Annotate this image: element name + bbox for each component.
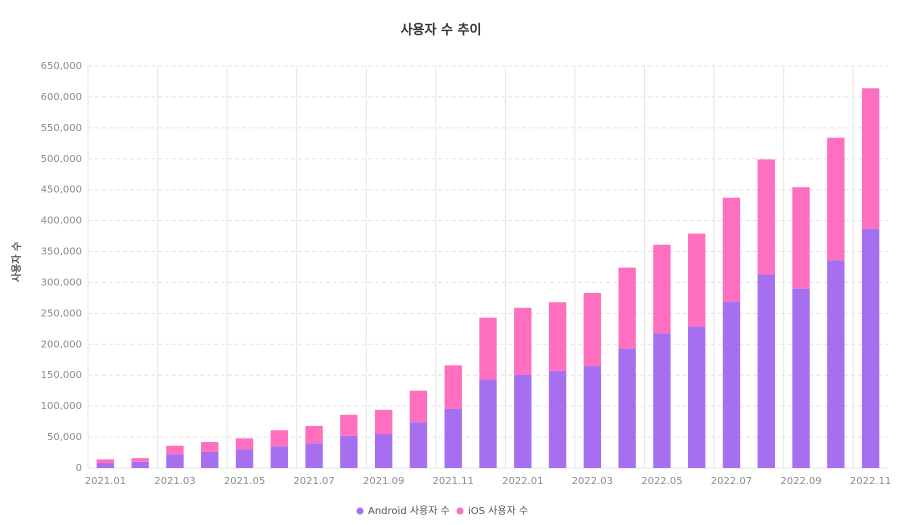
bar-android	[653, 333, 671, 468]
y-tick-label: 100,000	[41, 401, 82, 412]
y-tick-label: 550,000	[41, 123, 82, 134]
bar-ios	[270, 430, 288, 447]
y-tick-label: 150,000	[41, 370, 82, 381]
bar-android	[583, 365, 602, 468]
y-tick-label: 650,000	[41, 61, 82, 72]
bar-android	[827, 260, 845, 468]
axis-layer: 0 50,000 100,000 150,000 200,000 250,000 300,0…	[41, 61, 892, 487]
bar-ios	[131, 458, 149, 462]
bar-ios	[96, 459, 115, 464]
legend-marker-android	[356, 507, 364, 515]
bar-android	[757, 274, 775, 468]
y-axis-label: 사용자 수	[10, 242, 23, 282]
bar-android	[444, 408, 462, 468]
bar-ios	[409, 390, 428, 423]
bar-android	[131, 461, 149, 468]
bar-android	[479, 379, 497, 468]
bar-ios	[688, 233, 706, 327]
y-tick-label: 350,000	[41, 247, 82, 258]
bar-android	[340, 435, 358, 468]
bar-layer	[96, 88, 880, 468]
y-tick-label: 600,000	[41, 92, 82, 103]
x-tick-label: 2021.09	[363, 476, 404, 487]
bar-android	[235, 449, 254, 468]
x-tick-label: 2021.11	[433, 476, 474, 487]
x-tick-label: 2022.03	[572, 476, 613, 487]
y-tick-label: 0	[76, 463, 82, 474]
x-tick-label: 2021.03	[154, 476, 195, 487]
bar-ios	[201, 442, 219, 452]
y-tick-label: 500,000	[41, 154, 82, 165]
x-tick-label: 2022.11	[850, 476, 891, 487]
bar-ios	[827, 137, 845, 261]
bar-android	[374, 433, 393, 468]
bar-android	[201, 451, 219, 468]
y-tick-label: 200,000	[41, 339, 82, 350]
y-tick-label: 250,000	[41, 308, 82, 319]
chart-title: 사용자 수 추이	[401, 22, 482, 38]
grid-layer	[87, 65, 888, 469]
legend-marker-ios	[456, 507, 464, 515]
x-tick-label: 2022.07	[711, 476, 752, 487]
bar-ios	[374, 409, 393, 434]
bar-ios	[514, 307, 532, 375]
bar-ios	[653, 244, 671, 334]
bar-android	[548, 370, 567, 468]
x-tick-label: 2021.05	[224, 476, 265, 487]
y-tick-label: 400,000	[41, 216, 82, 227]
bar-android	[722, 301, 741, 468]
bar-ios	[235, 438, 254, 450]
bar-android	[305, 443, 323, 468]
bar-android	[409, 422, 428, 468]
bar-android	[792, 288, 810, 468]
bar-ios	[792, 187, 810, 289]
bar-ios	[548, 302, 567, 371]
bar-ios	[479, 317, 497, 380]
bar-android	[618, 348, 636, 468]
bar-android	[861, 228, 880, 468]
bar-ios	[166, 445, 184, 455]
x-tick-label: 2022.09	[780, 476, 821, 487]
x-tick-label: 2021.07	[293, 476, 334, 487]
y-tick-label: 300,000	[41, 277, 82, 288]
bar-ios	[583, 292, 602, 366]
bar-ios	[305, 425, 323, 444]
x-tick-label: 2022.01	[502, 476, 543, 487]
bar-android	[166, 454, 184, 468]
x-tick-label: 2021.01	[85, 476, 126, 487]
bar-android	[270, 446, 288, 468]
bar-android	[514, 374, 532, 468]
bar-ios	[757, 159, 775, 275]
y-tick-label: 50,000	[47, 432, 82, 443]
legend-label-ios: iOS 사용자 수	[468, 505, 528, 517]
bar-android	[688, 326, 706, 468]
bar-ios	[340, 414, 358, 436]
bar-ios	[618, 267, 636, 349]
bar-android	[96, 463, 115, 468]
bar-ios	[444, 365, 462, 409]
legend-label-android: Android 사용자 수	[368, 505, 450, 517]
legend[interactable]: Android 사용자 수 iOS 사용자 수	[356, 505, 529, 517]
x-tick-label: 2022.05	[641, 476, 682, 487]
bar-ios	[722, 197, 741, 302]
bar-ios	[861, 88, 880, 229]
y-tick-label: 450,000	[41, 185, 82, 196]
